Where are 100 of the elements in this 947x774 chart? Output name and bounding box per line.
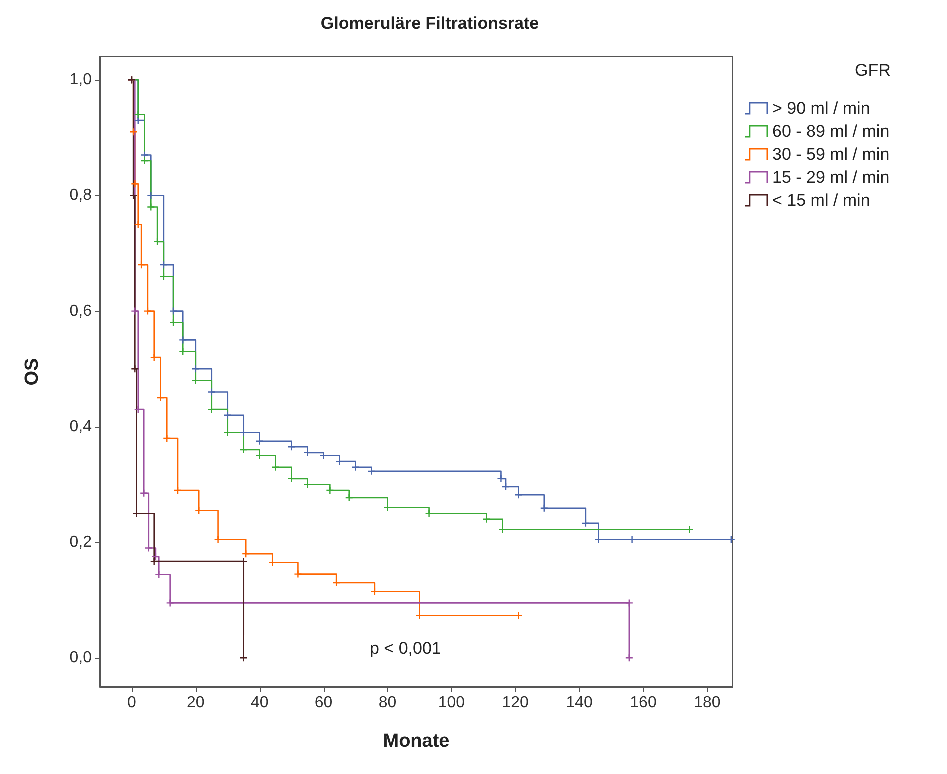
point [129,192,138,200]
point [497,474,506,484]
point [242,550,250,558]
point [352,463,360,472]
point [224,411,232,420]
point [131,365,140,374]
point [134,116,142,125]
x-tick-label: 120 [502,694,530,712]
point [345,494,354,502]
legend-label: 15 - 29 ml / min [772,168,890,187]
point [256,452,264,460]
point [134,405,142,414]
point [134,110,142,119]
point [152,552,160,562]
point [727,536,736,544]
point [153,238,162,246]
point [208,405,216,414]
point [256,437,264,446]
point [195,506,204,515]
x-tick-label: 140 [566,694,593,712]
point [502,482,510,492]
point [169,318,178,327]
point [514,491,523,500]
point [498,526,507,534]
x-tick-label: 100 [438,694,466,712]
point [268,558,277,567]
x-tick-label: 60 [314,694,333,712]
point [144,307,152,316]
point [214,536,222,544]
x-tick-label: 160 [630,694,657,712]
point [150,557,158,566]
point [179,348,188,356]
legend-label: > 90 ml / min [772,99,870,118]
point [582,519,590,528]
point [240,654,248,662]
point [129,128,138,136]
point [304,480,312,489]
point [160,272,168,281]
point [147,192,156,200]
annotation: p < 0,001 [370,639,442,658]
point [625,654,634,662]
point [192,365,200,374]
y-axis-title: OS [22,358,43,386]
point [288,474,296,484]
point [425,510,434,518]
point [144,544,154,552]
point [179,336,188,344]
point [240,428,248,437]
x-axis-title: Monate [383,731,450,752]
point [169,307,178,316]
point [140,489,148,498]
point [166,599,174,608]
point [482,515,491,524]
point [304,448,312,458]
point [131,180,140,188]
legend-label: < 15 ml / min [772,191,870,210]
point [294,570,302,578]
point [137,260,146,270]
y-tick-label: 1,0 [70,72,92,89]
y-tick-label: 0,8 [70,187,92,204]
point [156,394,165,402]
point [208,388,216,396]
point [625,599,634,608]
x-tick-label: 80 [378,694,397,712]
x-tick-label: 0 [128,694,137,712]
point [540,504,548,513]
point [336,457,344,466]
point [163,434,172,443]
point [131,307,140,316]
x-tick-label: 180 [694,694,721,712]
point [326,486,334,495]
chart-title: Glomeruläre Filtrationsrate [320,14,540,33]
point [174,486,182,495]
point [514,612,523,620]
legend-label: 60 - 89 ml / min [772,122,890,141]
point [288,443,296,452]
point [332,578,341,588]
point [370,588,380,596]
point [132,510,141,518]
legend-title: GFR [855,61,891,80]
y-tick-label: 0,4 [70,418,92,436]
point [224,428,232,437]
point [384,504,392,512]
point [134,220,142,229]
x-tick-label: 20 [187,694,205,712]
point [272,463,280,472]
point [416,612,424,620]
point [140,156,149,166]
point [594,536,603,544]
point [368,467,376,476]
legend-label: 30 - 59 ml / min [772,145,890,164]
point [140,151,149,160]
point [686,526,694,534]
point [147,203,156,212]
y-tick-label: 0,0 [70,650,92,667]
y-tick-label: 0,2 [70,534,92,552]
point [628,536,636,544]
point [155,570,164,579]
point [160,260,168,270]
point [192,376,200,385]
